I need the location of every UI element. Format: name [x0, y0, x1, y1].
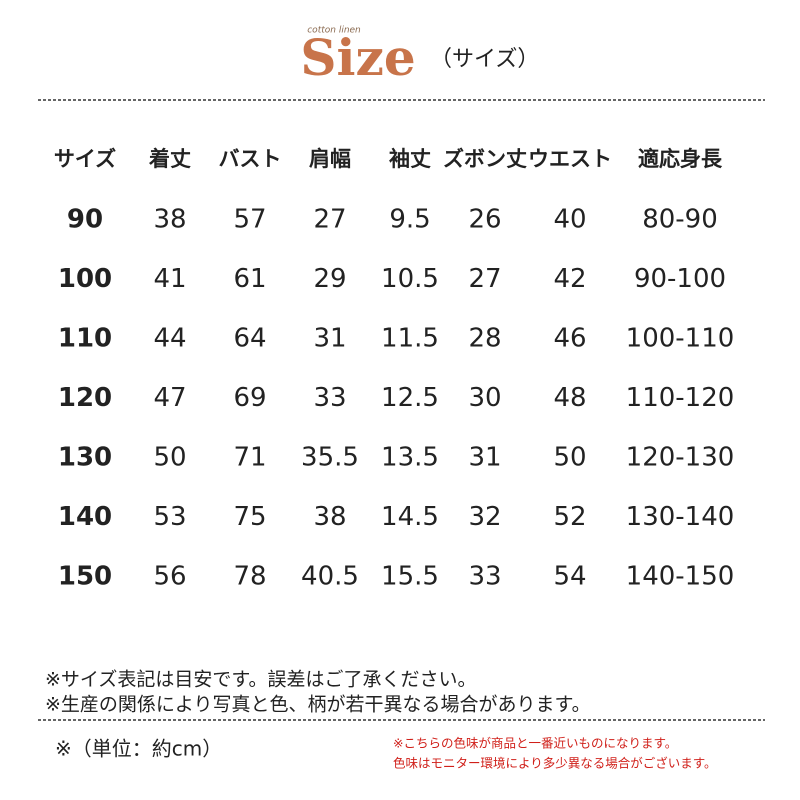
cell: 33 [313, 383, 346, 413]
cell: 38 [153, 205, 186, 235]
cell: 100 [58, 264, 112, 294]
column-header: 適応身長 [638, 147, 723, 171]
cell: 90-100 [634, 264, 726, 294]
cell: 33 [468, 562, 501, 592]
column-header: 袖丈 [389, 147, 431, 171]
cell: 130 [58, 443, 112, 473]
cell: 31 [313, 324, 346, 354]
cell: 27 [468, 264, 501, 294]
tagline: cotton linen [307, 26, 361, 36]
cell: 13.5 [381, 443, 439, 473]
subtitle: （サイズ） [430, 47, 539, 72]
cell: 53 [153, 502, 186, 532]
cell: 26 [468, 205, 501, 235]
cell: 50 [153, 443, 186, 473]
cell: 42 [553, 264, 586, 294]
cell: 110 [58, 324, 112, 354]
column-header: サイズ [54, 147, 116, 171]
column-header: ウエスト [528, 147, 612, 171]
color-note: 色味はモニター環境により多少異なる場合がございます。 [393, 756, 717, 771]
cell: 28 [468, 324, 501, 354]
cell: 38 [313, 502, 346, 532]
cell: 150 [58, 562, 112, 592]
cell: 41 [153, 264, 186, 294]
cell: 140-150 [626, 562, 735, 592]
cell: 57 [233, 205, 266, 235]
cell: 52 [553, 502, 586, 532]
cell: 100-110 [626, 324, 735, 354]
cell: 40.5 [301, 562, 359, 592]
cell: 11.5 [381, 324, 439, 354]
cell: 47 [153, 383, 186, 413]
cell: 56 [153, 562, 186, 592]
cell: 40 [553, 205, 586, 235]
cell: 130-140 [626, 502, 735, 532]
cell: 71 [233, 443, 266, 473]
cell: 110-120 [626, 383, 735, 413]
cell: 29 [313, 264, 346, 294]
cell: 64 [233, 324, 266, 354]
cell: 9.5 [389, 205, 430, 235]
title: Size [300, 28, 415, 87]
cell: 44 [153, 324, 186, 354]
size-table: サイズ 着丈 バスト 肩幅 袖丈 ズボン丈 ウエスト 適応身長 90 38 57 27 9.5 26 40 8… [54, 147, 735, 592]
cell: 80-90 [642, 205, 718, 235]
cell: 30 [468, 383, 501, 413]
cell: 31 [468, 443, 501, 473]
column-header: 着丈 [148, 147, 191, 171]
column-header: ズボン丈 [443, 147, 527, 171]
unit: ※（単位：約cm） [55, 737, 222, 761]
cell: 48 [553, 383, 586, 413]
cell: 75 [233, 502, 266, 532]
cell: 35.5 [301, 443, 359, 473]
cell: 54 [553, 562, 586, 592]
cell: 69 [233, 383, 266, 413]
cell: 61 [233, 264, 266, 294]
cell: 140 [58, 502, 112, 532]
cell: 50 [553, 443, 586, 473]
column-header: バスト [219, 147, 282, 171]
cell: 12.5 [381, 383, 439, 413]
note: ※サイズ表記は目安です。誤差はご了承ください。 [45, 669, 476, 691]
cell: 78 [233, 562, 266, 592]
cell: 90 [67, 205, 103, 235]
cell: 46 [553, 324, 586, 354]
cell: 15.5 [381, 562, 439, 592]
cell: 120-130 [626, 443, 735, 473]
cell: 14.5 [381, 502, 439, 532]
cell: 10.5 [381, 264, 439, 294]
note: ※生産の関係により写真と色、柄が若干異なる場合があります。 [45, 694, 591, 716]
cell: 120 [58, 383, 112, 413]
column-header: 肩幅 [309, 147, 351, 171]
cell: 32 [468, 502, 501, 532]
color-note: ※こちらの色味が商品と一番近いものになります。 [393, 736, 677, 751]
cell: 27 [313, 205, 346, 235]
